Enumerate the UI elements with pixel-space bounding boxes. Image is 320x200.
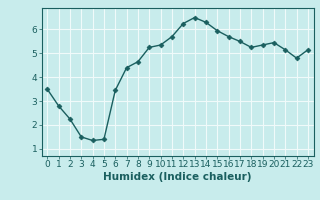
X-axis label: Humidex (Indice chaleur): Humidex (Indice chaleur) xyxy=(103,172,252,182)
